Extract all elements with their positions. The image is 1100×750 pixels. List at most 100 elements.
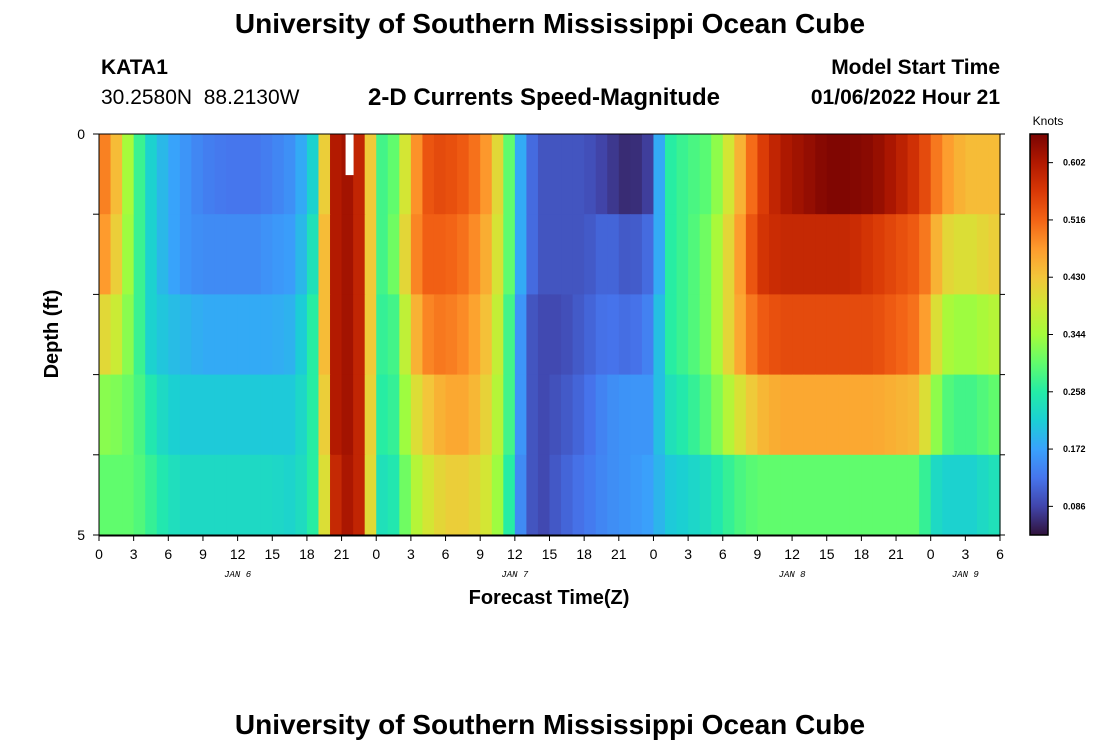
heatmap-cell: [110, 214, 123, 295]
heatmap-cell: [907, 134, 920, 215]
heatmap-cell: [503, 294, 516, 376]
heatmap-cells: [99, 134, 1001, 536]
heatmap-cell: [757, 374, 770, 456]
heatmap-cell: [156, 454, 169, 536]
heatmap-cell: [988, 374, 1001, 456]
heatmap-cell: [99, 374, 112, 456]
heatmap-cell: [191, 294, 204, 376]
heatmap-cell: [468, 294, 481, 376]
heatmap-cell: [468, 374, 481, 456]
x-tick-label: 18: [299, 546, 315, 562]
heatmap-cell: [514, 374, 527, 456]
x-tick-label: 0: [927, 546, 935, 562]
heatmap-cell: [641, 294, 655, 376]
heatmap-cell: [792, 454, 805, 536]
heatmap-cell: [526, 214, 539, 295]
heatmap-cell: [491, 214, 504, 295]
heatmap-cell: [676, 374, 689, 456]
heatmap-cell: [537, 454, 551, 536]
heatmap-cell: [399, 294, 412, 376]
heatmap-cell: [815, 454, 828, 536]
heatmap-cell: [387, 294, 400, 376]
heatmap-cell: [179, 134, 193, 215]
heatmap-cell: [295, 134, 308, 215]
header-title: University of Southern Mississippi Ocean…: [234, 8, 866, 39]
heatmap-cell: [630, 374, 643, 456]
heatmap-cell: [699, 134, 712, 215]
heatmap-cell: [919, 134, 932, 215]
heatmap-cell: [445, 134, 458, 215]
heatmap-cell: [838, 214, 851, 295]
heatmap-cell: [283, 214, 296, 295]
station-coordinates: 30.2580N 88.2130W: [101, 86, 300, 109]
heatmap-cell: [341, 454, 354, 536]
heatmap-cell: [768, 454, 782, 536]
heatmap-cell: [537, 134, 551, 215]
heatmap-cell: [757, 454, 770, 536]
heatmap-cell: [526, 294, 539, 376]
heatmap-cell: [861, 214, 874, 295]
heatmap-cell: [468, 454, 481, 536]
heatmap-cell: [607, 374, 620, 456]
y-tick-label: 5: [77, 527, 85, 543]
heatmap-cell: [584, 294, 597, 376]
heatmap-cell: [618, 454, 631, 536]
heatmap-cell: [861, 134, 874, 215]
heatmap-cell: [341, 374, 354, 456]
heatmap-cell: [953, 214, 966, 295]
heatmap-cell: [306, 214, 320, 295]
heatmap-cell: [930, 454, 943, 536]
x-tick-label: 3: [407, 546, 415, 562]
heatmap-cell: [537, 374, 551, 456]
heatmap-cell: [780, 374, 793, 456]
x-axis: 0 3 6 9 12 15 18 21 0 3 6 9 12 15 18 21 0 3 6 9 12 15 18 21 0 3 6 J…: [95, 535, 1004, 580]
heatmap-cell: [942, 374, 955, 456]
heatmap-cell: [353, 214, 366, 295]
chart-subtitle: 2-D Currents Speed-Magnitude: [368, 84, 721, 111]
colorbar-tick-label: 0.172: [1063, 444, 1086, 454]
heatmap-cell: [872, 134, 886, 215]
heatmap-cell: [803, 374, 816, 456]
heatmap-cell: [457, 294, 470, 376]
heatmap-cell: [584, 454, 597, 536]
heatmap-cell: [387, 214, 400, 295]
heatmap-cell: [318, 374, 331, 456]
heatmap-cell: [445, 374, 458, 456]
heatmap-cell: [549, 374, 562, 456]
heatmap-cell: [665, 134, 678, 215]
heatmap-cell: [283, 454, 296, 536]
heatmap-cell: [768, 134, 782, 215]
heatmap-cell: [572, 454, 585, 536]
heatmap-cell: [653, 294, 666, 376]
heatmap-cell: [965, 134, 978, 215]
heatmap-cell: [133, 134, 146, 215]
colorbar-gradient: [1029, 133, 1049, 536]
heatmap-cell: [179, 454, 193, 536]
heatmap-cell: [653, 214, 666, 295]
heatmap-cell: [491, 134, 504, 215]
heatmap-cell: [295, 294, 308, 376]
heatmap-cell: [676, 214, 689, 295]
station-id: KATA1: [101, 56, 168, 79]
x-tick-label: 15: [819, 546, 835, 562]
colorbar-tick-label: 0.602: [1063, 158, 1086, 168]
heatmap-cell: [618, 214, 631, 295]
heatmap-cell: [387, 454, 400, 536]
heatmap-cell: [965, 374, 978, 456]
heatmap-cell: [480, 454, 493, 536]
x-tick-label: 12: [230, 546, 246, 562]
x-tick-label: 3: [684, 546, 692, 562]
heatmap-cell: [272, 134, 285, 215]
heatmap-cell: [838, 294, 851, 376]
heatmap-cell: [953, 294, 966, 376]
heatmap-cell: [953, 374, 966, 456]
heatmap-cell: [630, 294, 643, 376]
heatmap-cell: [122, 454, 135, 536]
heatmap-cell: [526, 454, 539, 536]
heatmap-cell: [595, 214, 608, 295]
heatmap-cell: [491, 374, 504, 456]
heatmap-cell: [168, 294, 181, 376]
heatmap-cell: [306, 454, 320, 536]
heatmap-cell: [260, 294, 273, 376]
